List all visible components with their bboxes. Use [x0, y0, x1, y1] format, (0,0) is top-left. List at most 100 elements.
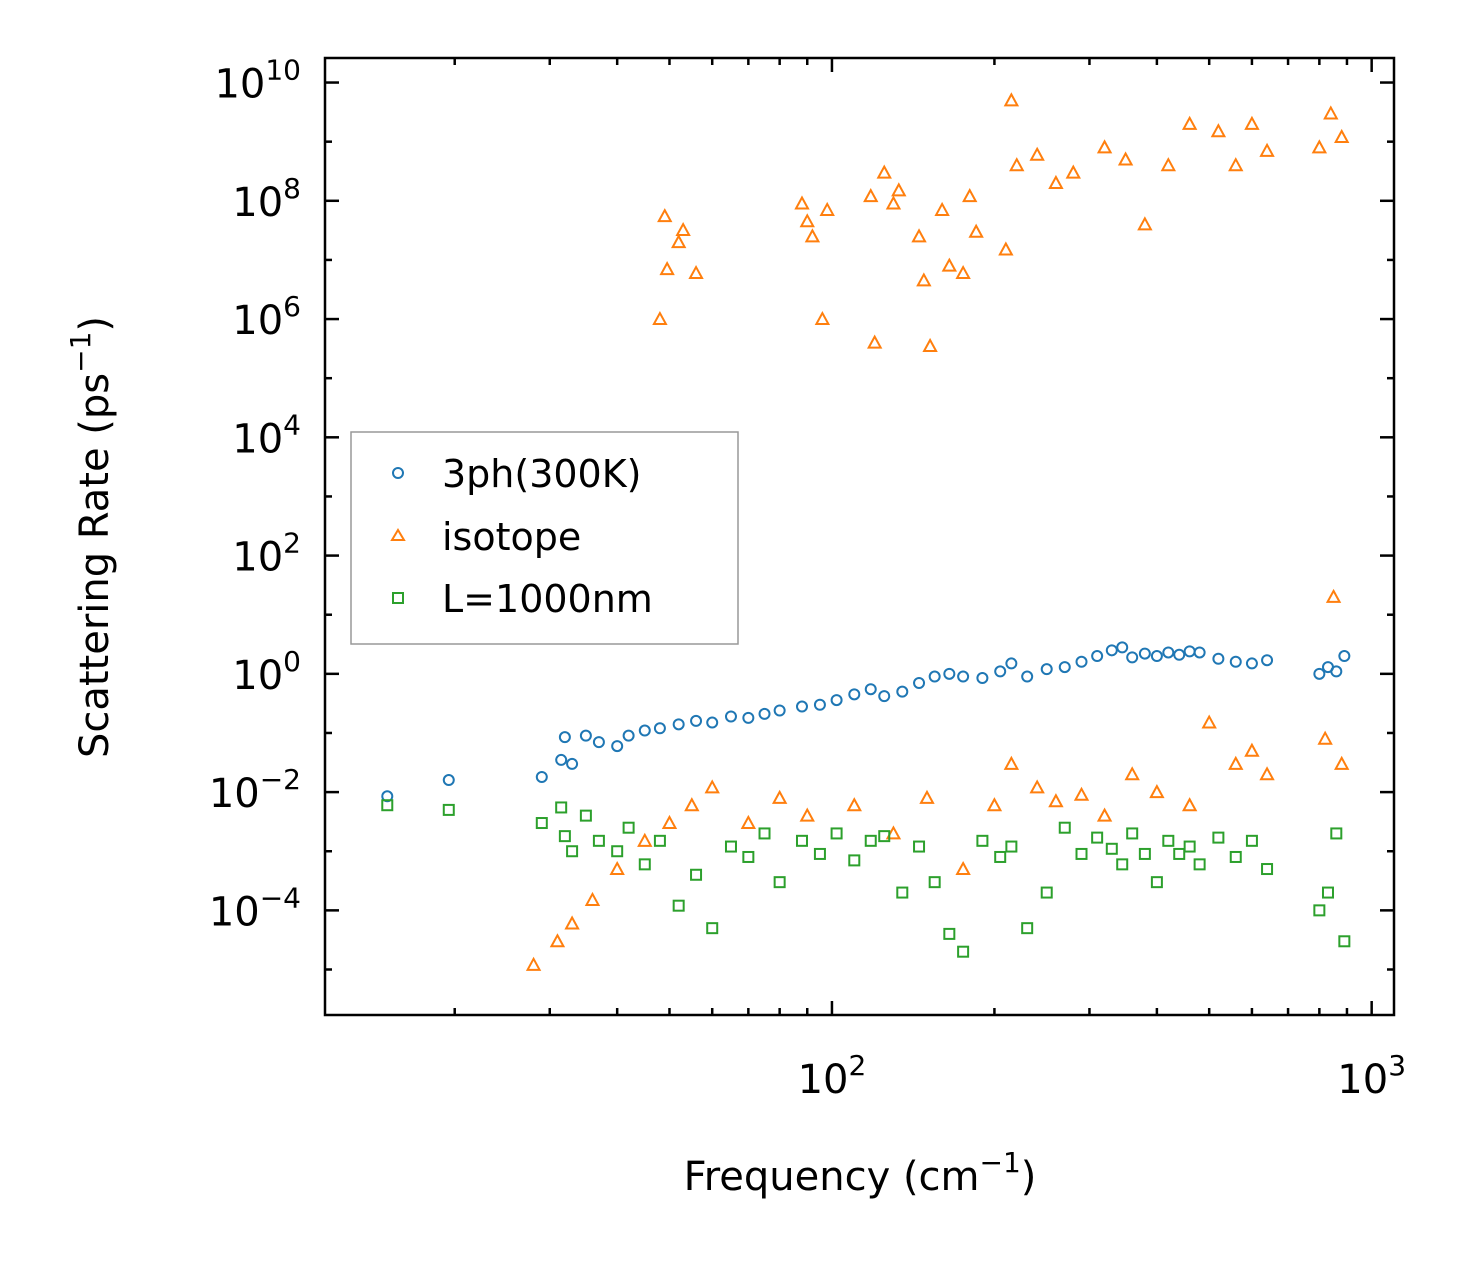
data-point [535, 771, 548, 784]
data-point [690, 714, 703, 727]
data-point [1183, 840, 1196, 853]
data-point [564, 915, 580, 930]
data-point [1261, 863, 1274, 876]
data-point [976, 834, 989, 847]
legend-entry-isotope: isotope [390, 515, 581, 559]
data-point [1338, 650, 1351, 663]
data-point [704, 779, 720, 794]
data-point [579, 729, 592, 742]
data-point [690, 868, 703, 881]
data-point [878, 830, 891, 843]
data-point [1005, 657, 1018, 670]
data-point [622, 729, 635, 742]
data-point [1138, 647, 1151, 660]
data-point [1116, 641, 1129, 654]
data-point [1259, 766, 1275, 781]
data-point [1058, 821, 1071, 834]
axis-ticks: 10−4 10−2 100 102 104 106 108 1010 102 103 [209, 54, 1406, 1103]
data-point [381, 799, 394, 812]
data-point [688, 264, 704, 280]
data-point [1323, 105, 1339, 120]
data-point [1245, 834, 1258, 847]
data-point [549, 933, 566, 948]
data-point [742, 711, 755, 724]
data-point [1150, 650, 1163, 663]
data-point [867, 334, 883, 349]
data-points [381, 92, 1351, 971]
data-point [555, 801, 568, 814]
data-point [1029, 146, 1045, 161]
data-point [742, 850, 755, 863]
data-point [1212, 652, 1225, 665]
data-point [934, 201, 950, 216]
data-point [661, 814, 678, 830]
data-point [1193, 646, 1206, 659]
data-point [1058, 661, 1071, 674]
data-point [1325, 588, 1342, 603]
data-point [911, 228, 927, 243]
data-point [724, 710, 737, 723]
y-tick-label: 100 [232, 645, 301, 699]
data-point [976, 672, 989, 685]
data-point [1173, 648, 1186, 661]
x-axis-label: Frequency (cm−1) [684, 1146, 1037, 1200]
data-point [794, 195, 810, 210]
data-point [896, 886, 909, 899]
data-point [1075, 847, 1088, 860]
data-point [1321, 886, 1334, 899]
legend-label-3ph: 3ph(300K) [442, 452, 641, 496]
data-point [672, 899, 685, 912]
data-point [1162, 646, 1175, 659]
data-point [1210, 123, 1227, 138]
data-point [916, 272, 932, 287]
data-point [922, 337, 938, 353]
data-point [1091, 650, 1104, 663]
data-point [913, 677, 926, 690]
data-point [1003, 755, 1020, 770]
data-point [675, 221, 691, 237]
data-point [1244, 115, 1260, 130]
data-point [442, 774, 455, 787]
data-point [919, 789, 935, 804]
legend-label-isotope: isotope [442, 515, 581, 559]
data-point [657, 208, 673, 223]
data-point [773, 876, 786, 889]
data-point [1160, 157, 1177, 172]
data-point [813, 698, 826, 711]
data-point [670, 234, 687, 249]
data-point [1244, 742, 1260, 757]
data-point [957, 670, 970, 683]
data-point [1096, 807, 1113, 822]
data-point [1162, 834, 1175, 847]
y-tick-label: 10−4 [209, 881, 301, 935]
data-point [830, 694, 843, 707]
y-tick-label: 104 [232, 408, 301, 462]
data-point [1338, 935, 1351, 948]
data-point [706, 922, 719, 935]
x-tick-label: 103 [1337, 1049, 1406, 1103]
data-point [876, 164, 892, 179]
data-point [1105, 644, 1118, 657]
legend-entry-boundary: L=1000nm [392, 577, 653, 621]
data-point [943, 927, 956, 940]
svg-text:Frequency (cm−1): Frequency (cm−1) [684, 1146, 1037, 1200]
data-point [1313, 904, 1326, 917]
data-point [611, 845, 624, 858]
data-point [986, 797, 1003, 812]
data-point [1201, 714, 1217, 729]
data-point [566, 757, 579, 770]
data-point [740, 814, 757, 830]
data-point [1021, 922, 1034, 935]
legend-marker-circle [392, 467, 404, 479]
data-point [1259, 142, 1275, 157]
plot-area-frame [323, 56, 1396, 1017]
data-point [1091, 831, 1104, 844]
series-isotope [525, 92, 1350, 971]
data-point [864, 683, 877, 696]
data-point [684, 797, 700, 812]
data-point [819, 201, 835, 216]
data-point [1245, 657, 1258, 670]
data-point [848, 688, 861, 701]
data-point [1048, 793, 1064, 808]
